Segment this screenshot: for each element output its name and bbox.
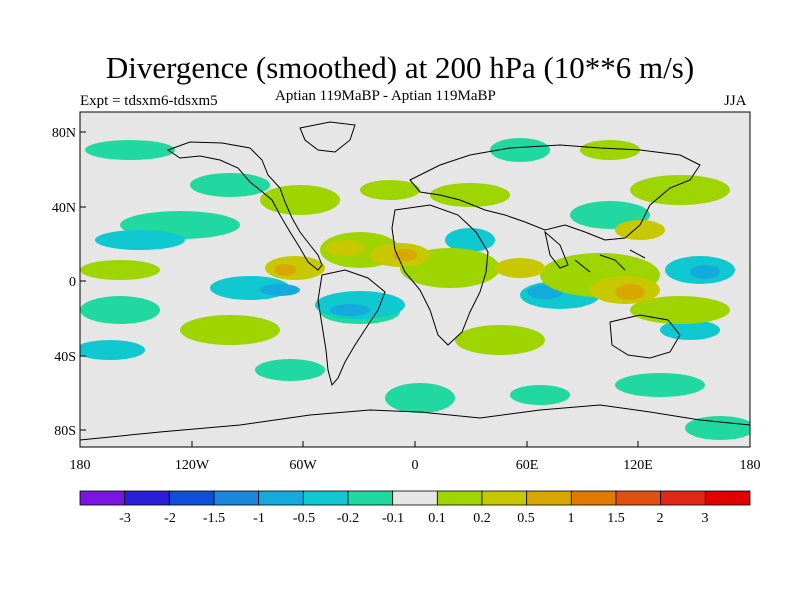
colorbar: -3 -2 -1.5 -1 -0.5 -0.2 -0.1 0.1 0.2 0.5… [79, 490, 751, 526]
field-patch [274, 264, 296, 276]
field-patch [615, 373, 705, 397]
axis-ticks [80, 131, 639, 447]
field-patch [180, 315, 280, 345]
field-patch [615, 220, 665, 240]
colorbar-swatch [258, 490, 304, 506]
field-patch [325, 240, 365, 256]
colorbar-swatch [570, 490, 617, 506]
lat-label: 80N [52, 126, 76, 141]
field-patch [430, 183, 510, 207]
map-panel [79, 111, 751, 448]
coastlines [80, 121, 750, 441]
field-patch [630, 175, 730, 205]
colorbar-label: -2 [164, 511, 176, 526]
colorbar-label: -0.5 [293, 511, 315, 526]
field-patch [85, 140, 175, 160]
colorbar-swatch [481, 490, 528, 506]
field-patch [95, 230, 185, 250]
colorbar-labels: -3 -2 -1.5 -1 -0.5 -0.2 -0.1 0.1 0.2 0.5… [119, 511, 708, 526]
colorbar-label: -0.1 [382, 511, 404, 526]
southeast-asia-islands [574, 249, 646, 273]
field-patch [190, 173, 270, 197]
greenland-coast [299, 121, 356, 153]
india-coast [544, 230, 569, 269]
field-patch [80, 296, 160, 324]
lat-label: 40N [52, 201, 76, 216]
lon-label: 60E [516, 458, 539, 473]
colorbar-label: -1.5 [203, 511, 225, 526]
field-green-regions [80, 138, 750, 440]
colorbar-swatch [615, 490, 662, 506]
lon-label: 180 [740, 458, 761, 473]
lon-label: 0 [412, 458, 419, 473]
latitude-labels: 80N 40N 0 40S 80S [52, 126, 76, 439]
field-patch [630, 296, 730, 324]
lon-label: 180 [70, 458, 91, 473]
experiment-label: Expt = tdsxm6-tdsxm5 [80, 93, 218, 109]
field-patch [490, 138, 550, 162]
colorbar-label: 3 [702, 511, 709, 526]
field-patch [445, 228, 495, 252]
colorbar-swatch [704, 490, 751, 506]
period-label: Aptian 119MaBP - Aptian 119MaBP [275, 88, 496, 104]
field-patch [495, 258, 545, 278]
field-patch [80, 260, 160, 280]
colorbar-label: 1.5 [607, 511, 625, 526]
colorbar-swatch [436, 490, 483, 506]
field-patch [580, 140, 640, 160]
africa-coast [391, 204, 489, 346]
colorbar-label: 2 [657, 511, 664, 526]
colorbar-label: -1 [253, 511, 265, 526]
lat-label: 0 [69, 275, 76, 290]
colorbar-swatch [302, 490, 349, 506]
eurasia-coast [409, 144, 701, 241]
field-patch [255, 359, 325, 381]
colorbar-swatch [213, 490, 260, 506]
colorbar-label: 1 [568, 511, 575, 526]
field-patch [455, 325, 545, 355]
lon-label: 120E [623, 458, 653, 473]
colorbar-label: 0.1 [428, 511, 446, 526]
divergence-field [80, 138, 750, 440]
colorbar-label: -3 [119, 511, 131, 526]
field-patch [510, 385, 570, 405]
field-patch [80, 340, 145, 360]
colorbar-label: -0.2 [337, 511, 359, 526]
field-patch [260, 284, 300, 296]
field-patch [330, 304, 370, 316]
map-title: Divergence (smoothed) at 200 hPa (10**6 … [105, 50, 695, 85]
colorbar-label: 0.2 [473, 511, 491, 526]
lat-label: 40S [54, 350, 76, 365]
south-america-coast [317, 269, 386, 387]
field-patch [660, 320, 720, 340]
field-patch [385, 383, 455, 413]
colorbar-swatch [526, 490, 572, 506]
lon-label: 60W [289, 458, 317, 473]
field-patch [360, 180, 420, 200]
colorbar-swatches [79, 490, 751, 506]
field-patch [685, 416, 750, 440]
colorbar-swatch [168, 490, 215, 506]
field-patch [690, 265, 720, 279]
colorbar-label: 0.5 [517, 511, 535, 526]
field-patch [260, 185, 340, 215]
colorbar-swatch [347, 490, 394, 506]
colorbar-swatch [79, 490, 126, 506]
colorbar-swatch [660, 490, 706, 506]
colorbar-swatch [392, 490, 438, 506]
field-patch [393, 249, 417, 261]
lon-label: 120W [175, 458, 210, 473]
longitude-labels: 180 120W 60W 0 60E 120E 180 [70, 458, 761, 473]
season-label: JJA [724, 93, 747, 109]
lat-label: 80S [54, 424, 76, 439]
colorbar-swatch [124, 490, 170, 506]
field-patch [615, 284, 645, 300]
antarctica-coast [80, 404, 750, 441]
australia-coast [609, 314, 681, 359]
north-america-coast [166, 141, 323, 271]
